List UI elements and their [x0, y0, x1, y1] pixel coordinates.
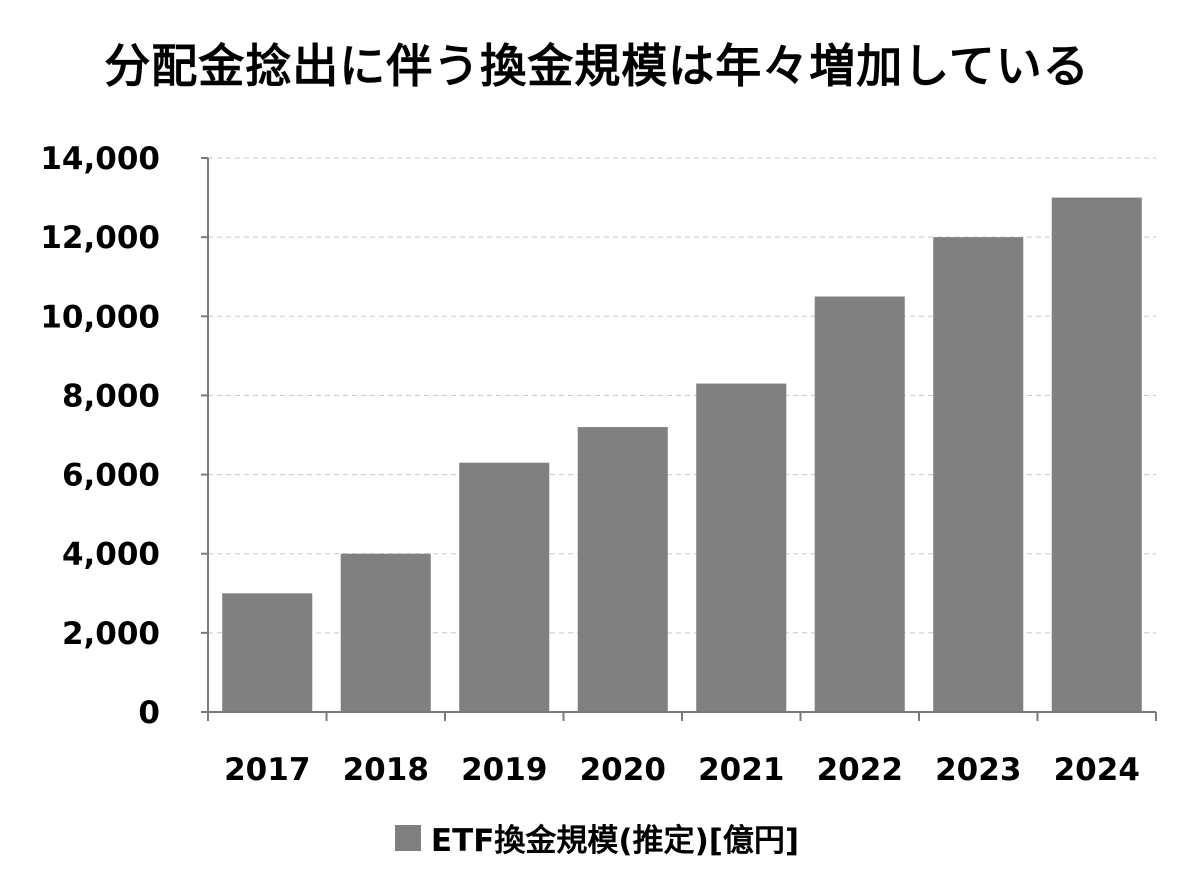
y-tick-label: 8,000: [62, 378, 160, 414]
y-tick-label: 2,000: [62, 616, 160, 652]
x-tick-label: 2020: [580, 752, 666, 788]
x-tick-label: 2024: [1054, 752, 1140, 788]
bar-2019: [459, 462, 550, 712]
y-tick-label: 10,000: [40, 299, 160, 335]
bar-2018: [340, 553, 431, 712]
x-tick-label: 2023: [935, 752, 1021, 788]
legend-swatch: [394, 824, 421, 851]
x-tick-label: 2019: [461, 752, 547, 788]
y-tick-label: 0: [138, 695, 160, 731]
y-tick-labels: 0 2,000 4,000 6,000 8,000 10,000 12,000 14,000: [40, 141, 160, 731]
bar-2022: [814, 296, 905, 712]
x-tick-label: 2018: [343, 752, 429, 788]
bar-2017: [222, 593, 313, 712]
x-tick-label: 2022: [817, 752, 903, 788]
bar-2021: [696, 383, 787, 712]
axes: [201, 157, 1157, 721]
x-tick-label: 2017: [224, 752, 310, 788]
legend: ETF換金規模(推定)[億円]: [0, 815, 1194, 860]
y-tick-label: 14,000: [40, 141, 160, 177]
y-tick-label: 12,000: [40, 220, 160, 256]
x-tick-labels: 2017 2018 2019 2020 2021 2022 2023 2024: [224, 752, 1140, 788]
bar-2023: [933, 237, 1024, 712]
bar-2020: [577, 427, 668, 712]
legend-label: ETF換金規模(推定)[億円]: [430, 823, 800, 859]
x-tick-label: 2021: [698, 752, 784, 788]
chart-title: 分配金捻出に伴う換金規模は年々増加している: [104, 39, 1090, 93]
y-tick-label: 6,000: [62, 458, 160, 494]
bars: [222, 197, 1142, 713]
bar-2024: [1051, 197, 1142, 713]
y-tick-label: 4,000: [62, 537, 160, 573]
